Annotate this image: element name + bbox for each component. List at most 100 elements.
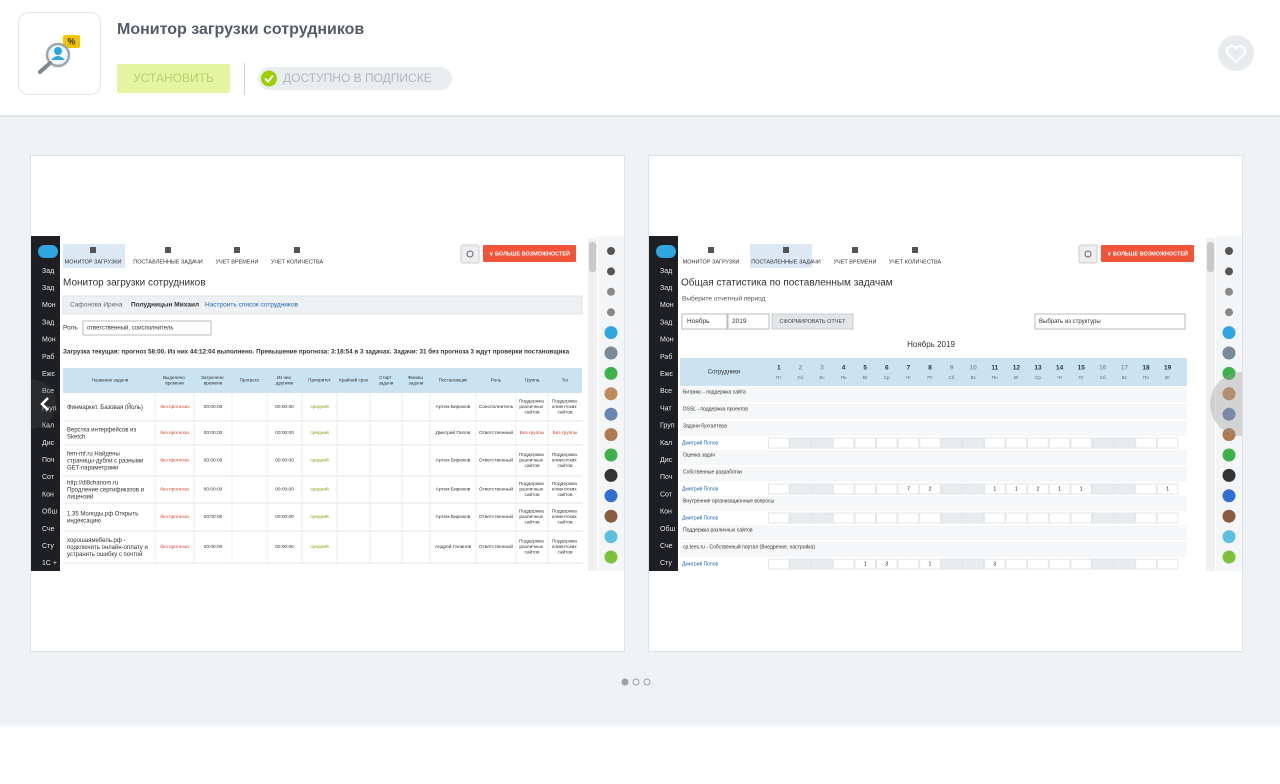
cell: 00:00:00: [275, 458, 294, 464]
sidebar-item: Раб: [42, 353, 54, 361]
install-label[interactable]: УСТАНОВИТЬ: [133, 71, 214, 85]
right-icon: [604, 366, 618, 380]
next-arrow[interactable]: [1210, 372, 1242, 436]
day-cell: [876, 437, 898, 449]
cell: Ответственный: [479, 457, 514, 464]
close-pill: [38, 245, 58, 258]
day-cell: [1027, 512, 1049, 524]
day: 1: [777, 365, 781, 372]
cell: 00:00:00: [275, 514, 294, 520]
tab-icon: [234, 247, 240, 253]
column-header: Постановщик: [439, 378, 469, 383]
right-icon: [1222, 346, 1236, 360]
day-cell: [1005, 483, 1028, 495]
day-cell: [1070, 483, 1093, 495]
group-label: Задачи бухгалтера: [683, 423, 727, 429]
sidebar-item: Зад: [660, 285, 672, 292]
cell: хорошаямебель.рф - подключить онлайн-опл…: [67, 538, 149, 558]
carousel-dot[interactable]: [643, 678, 651, 686]
header: [0, 0, 1280, 115]
day-cell: [1048, 437, 1071, 449]
cell: Поддержка различных сайтов: [519, 481, 545, 498]
day-cell: [919, 483, 941, 495]
carousel-dot[interactable]: [621, 678, 629, 686]
day: 10: [970, 365, 978, 372]
day-cell: [1092, 512, 1114, 524]
day-cell: [1113, 512, 1136, 524]
day-cell: [1005, 437, 1028, 449]
filter: Полудницын Михаил: [131, 302, 199, 309]
person: Дмитрий Попов: [682, 439, 719, 446]
right-icon: [604, 428, 618, 442]
sidebar-item: Мон: [42, 302, 56, 309]
cell-value: 1: [1015, 486, 1018, 492]
group-row: [680, 467, 1187, 482]
right-icon: [604, 550, 618, 564]
person: Дмитрий Попов: [682, 485, 719, 492]
right-icon: [604, 509, 618, 523]
tab-label: ПОСТАВЛЕННЫЕ ЗАДАЧИ: [751, 259, 821, 265]
screenshot: Зад Зад Мон Зад Мон Раб Ежє Все Чат Груп Кал Дис Поч…: [649, 236, 1242, 571]
sidebar-item: Зад: [42, 268, 54, 275]
column-header: Группа: [525, 378, 540, 383]
sidebar-item: Груп: [660, 423, 675, 430]
search-glyph: [466, 250, 474, 258]
heart-icon[interactable]: [1226, 45, 1246, 64]
group-label: Поддержка различных сайтов: [683, 526, 753, 533]
day-cell: [897, 483, 920, 495]
weekday: Пн: [992, 375, 998, 380]
column-header: Из них другими: [276, 375, 294, 386]
cell: средний: [310, 429, 329, 436]
tab-icon: [294, 247, 300, 253]
group-row: [680, 525, 1187, 540]
install-button[interactable]: [117, 64, 230, 93]
year-select: [727, 313, 770, 330]
day-cell: [1156, 558, 1179, 570]
tab-label: УЧЕТ КОЛИЧЕСТВА: [889, 259, 942, 265]
favorite-button[interactable]: [1218, 35, 1254, 71]
cell-value: 2: [1036, 486, 1039, 492]
weekday: Вс: [1122, 375, 1128, 380]
month-select: [681, 313, 728, 330]
cell: Артем Бирюков: [436, 487, 471, 493]
day-cell: [1027, 437, 1049, 449]
day-cell: [876, 483, 898, 495]
day-cell: [1027, 483, 1049, 495]
cell: без прогноза: [160, 544, 189, 550]
right-icon: [604, 468, 618, 482]
day: 6: [885, 365, 889, 372]
day-cell: [1048, 512, 1071, 524]
role-label: Роль: [63, 325, 78, 332]
search-button: [460, 244, 480, 264]
group-row: [680, 450, 1187, 465]
cell: Поддержка клиентских сайтов: [552, 539, 578, 556]
sidebar-item: Все: [660, 388, 672, 395]
sidebar-item: Мон: [660, 337, 674, 344]
prev-chevron[interactable]: [40, 397, 49, 411]
summary: Загрузка текущая: прогноз 58:00. Из них …: [63, 348, 570, 356]
column-header: Крайний срок: [339, 377, 369, 383]
cell: без прогноза: [160, 404, 189, 410]
sidebar-item: Мон: [42, 337, 56, 344]
cell: http://dl8chanom.ru Продление сертификат…: [67, 480, 146, 500]
right-icon: [1222, 509, 1236, 523]
sidebar-item: Обш: [660, 525, 675, 533]
day-cell: [1135, 437, 1157, 449]
subscription-label: ДОСТУПНО В ПОДПИСКЕ: [283, 71, 432, 85]
day-cell: [1135, 512, 1157, 524]
filter: Настроить список сотрудников: [205, 302, 298, 309]
right-icon: [607, 287, 615, 296]
cell: Ответственный: [479, 543, 514, 550]
right-icon: [1225, 247, 1233, 255]
day-cell: [962, 558, 985, 570]
tab-icon: [90, 247, 96, 253]
cell: Поддержка клиентских сайтов: [552, 399, 578, 416]
screen-title: Общая статистика по поставленным задачам: [681, 277, 893, 289]
sidebar-item: Кон: [660, 509, 672, 516]
carousel-dot[interactable]: [632, 678, 640, 686]
role-select: [82, 320, 212, 336]
scroll-thumb: [1207, 242, 1214, 272]
day-cell: [897, 437, 920, 449]
day-cell: [876, 512, 898, 524]
day: 4: [842, 365, 846, 372]
